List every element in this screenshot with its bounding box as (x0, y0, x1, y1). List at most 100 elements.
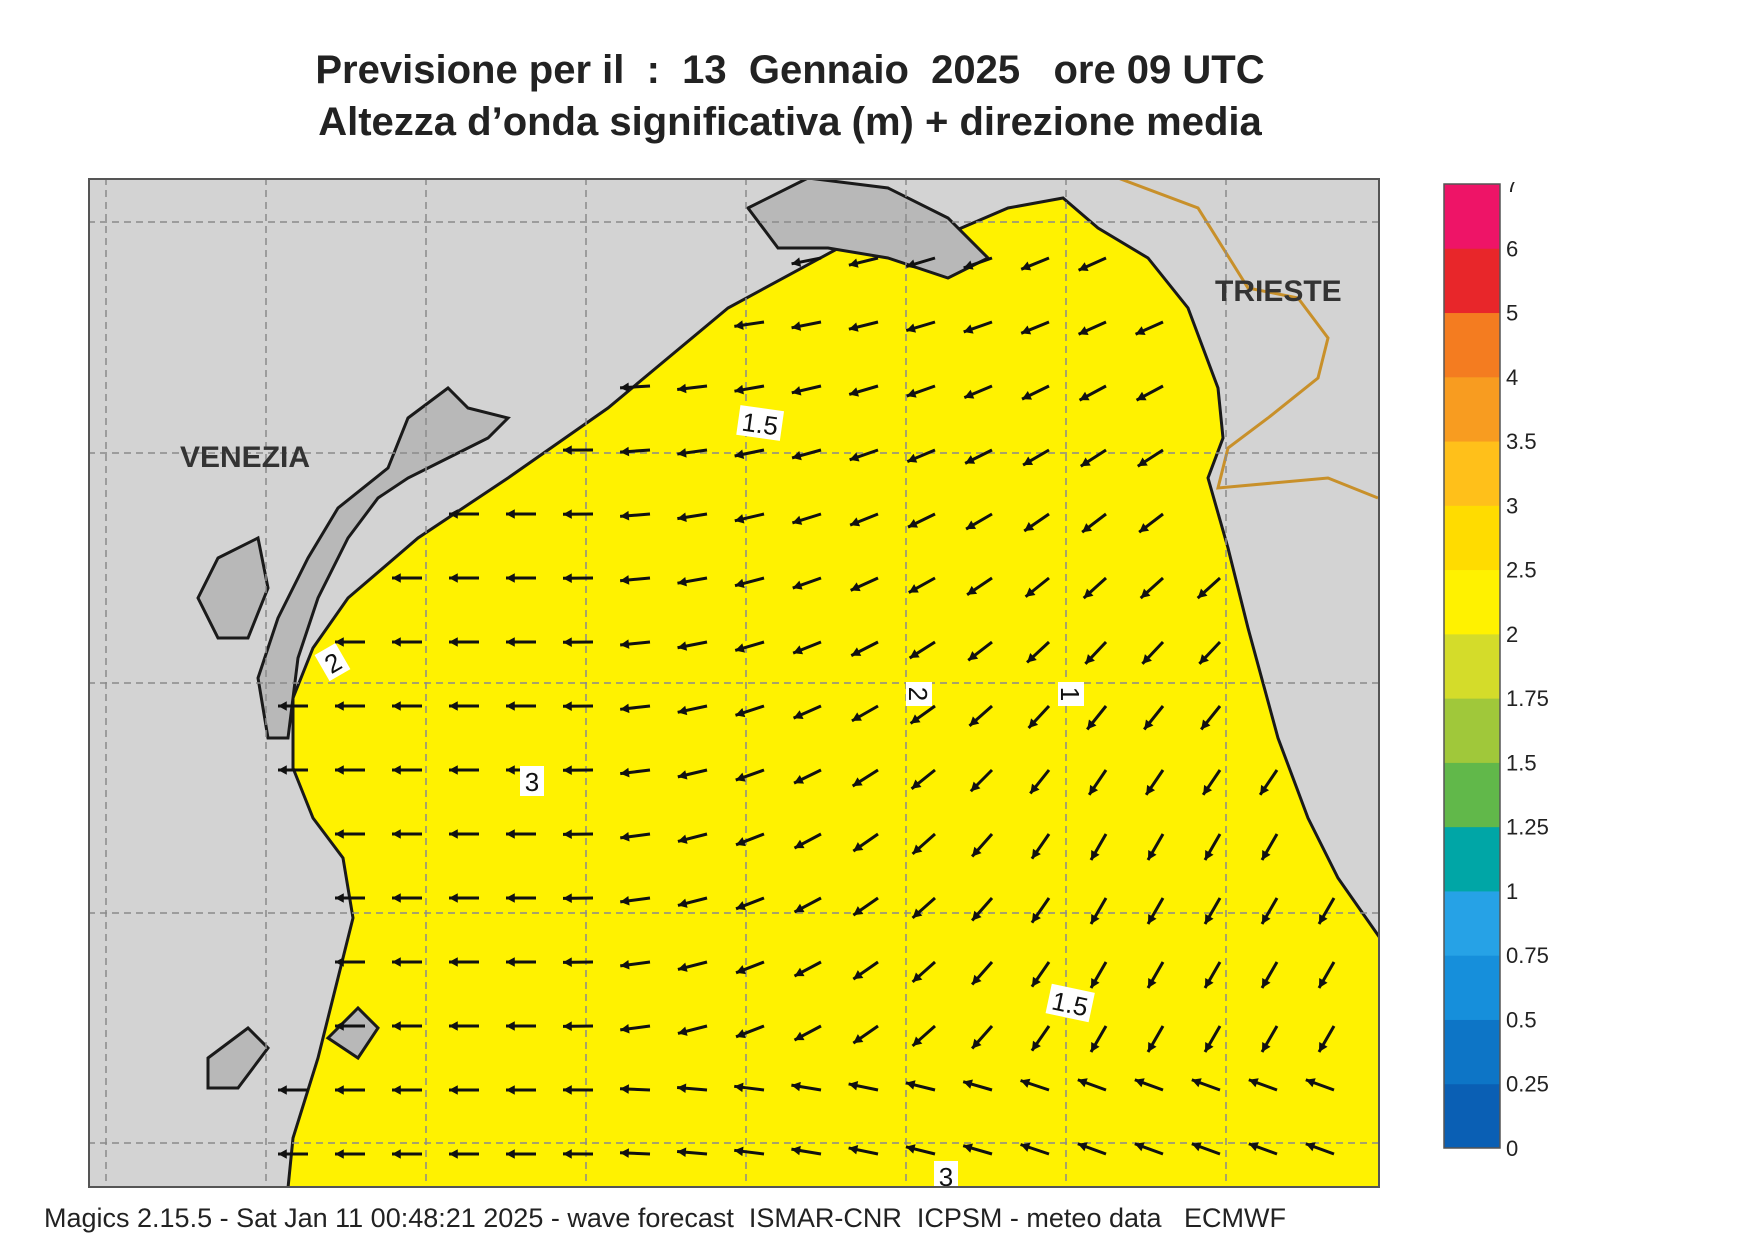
legend-swatch (1444, 890, 1500, 956)
direction-arrow-head (735, 643, 745, 653)
footer-credits: Magics 2.15.5 - Sat Jan 11 00:48:21 2025… (44, 1203, 1286, 1233)
direction-arrow-head (392, 893, 401, 903)
direction-arrow-head (1136, 391, 1147, 401)
legend-swatch (1444, 1019, 1500, 1085)
direction-arrow-head (620, 1148, 630, 1158)
direction-arrow-head (734, 449, 745, 459)
direction-arrow-head (335, 893, 344, 903)
direction-arrow-head (335, 1085, 344, 1095)
direction-arrow-head (1262, 977, 1271, 988)
direction-arrow-head (791, 386, 802, 396)
direction-arrow-head (853, 970, 864, 980)
direction-arrow-head (972, 974, 982, 985)
direction-arrow-head (909, 649, 920, 659)
direction-arrow-head (1305, 1142, 1316, 1152)
direction-arrow-head (677, 770, 688, 780)
direction-arrow-head (734, 1082, 744, 1093)
direction-arrow-head (677, 834, 688, 844)
legend-swatch (1444, 762, 1500, 828)
direction-arrow-head (912, 908, 923, 918)
direction-arrow-head (620, 1023, 630, 1034)
direction-arrow-head (1148, 1041, 1157, 1052)
direction-arrow-head (449, 765, 458, 775)
direction-arrow-head (1077, 1142, 1088, 1152)
legend-level-label: 7 (1506, 182, 1518, 197)
direction-arrow-head (972, 846, 982, 857)
direction-arrow-head (677, 962, 688, 972)
legend-level-label: 1.25 (1506, 815, 1549, 840)
legend-level-label: 2 (1506, 622, 1518, 647)
legend-level-label: 3 (1506, 493, 1518, 518)
direction-arrow-head (1248, 1142, 1259, 1152)
direction-arrow-head (905, 1080, 916, 1090)
direction-arrow-head (849, 452, 860, 462)
direction-arrow-head (905, 1144, 916, 1154)
legend-level-label: 1.75 (1506, 686, 1549, 711)
direction-arrow-head (563, 893, 572, 904)
svg-text:2: 2 (903, 687, 933, 701)
direction-arrow-head (972, 1038, 982, 1049)
direction-arrow-head (1319, 1041, 1328, 1052)
direction-arrow-head (736, 901, 746, 911)
svg-text:3: 3 (525, 767, 539, 797)
direction-arrow-head (677, 383, 687, 394)
direction-arrow-head (392, 701, 401, 711)
color-scale-legend: 0 0.25 0.5 0.75 1 1.25 1.5 1.75 2 2.5 3 3.5 4 5 6 7 (1443, 182, 1549, 1161)
wave-direction-arrows (278, 256, 1336, 1159)
direction-arrow-head (620, 510, 630, 521)
direction-arrow-head (966, 520, 977, 530)
direction-arrow-head (335, 1021, 344, 1031)
direction-arrow-head (449, 957, 458, 967)
legend-level-label: 5 (1506, 301, 1518, 326)
direction-arrow-head (736, 965, 746, 975)
direction-arrow-head (964, 389, 975, 399)
direction-arrow-head (967, 585, 978, 595)
direction-arrow-head (677, 576, 687, 587)
legend-level-label: 1.5 (1506, 750, 1537, 775)
direction-arrow-head (736, 1029, 746, 1039)
direction-arrow-head (506, 1085, 515, 1095)
direction-arrow-head (793, 645, 804, 655)
direction-arrow-head (734, 1146, 744, 1157)
direction-arrow-head (1022, 390, 1033, 400)
direction-arrow-head (392, 1149, 401, 1159)
direction-arrow-head (1191, 1078, 1202, 1088)
svg-text:3: 3 (939, 1162, 953, 1188)
direction-arrow-head (848, 1145, 859, 1155)
direction-arrow-head (449, 573, 458, 583)
map-frame (88, 178, 1380, 1188)
direction-arrow-head (794, 967, 805, 977)
direction-arrow-head (1260, 784, 1270, 795)
contour-label: 2 (314, 643, 351, 682)
direction-arrow-head (1262, 913, 1271, 924)
direction-arrow-head (506, 573, 515, 583)
direction-arrow-head (963, 260, 974, 270)
direction-arrow-head (908, 518, 919, 528)
direction-arrow-head (1020, 1142, 1031, 1152)
direction-arrow-head (1028, 718, 1039, 729)
direction-arrow-head (972, 910, 982, 921)
direction-arrow-head (620, 895, 630, 906)
contour-label: 3 (520, 766, 544, 797)
direction-arrow-head (1079, 391, 1090, 401)
direction-arrow-head (1023, 456, 1034, 466)
legend-level-label: 0.75 (1506, 943, 1549, 968)
direction-arrow-head (677, 512, 687, 523)
direction-arrow-head (1135, 326, 1146, 336)
direction-arrow-head (1030, 783, 1040, 794)
direction-arrow-head (506, 1021, 515, 1031)
direction-arrow-head (449, 893, 458, 903)
direction-arrow-head (848, 1081, 859, 1091)
direction-arrow-head (449, 1085, 458, 1095)
direction-arrow-head (1139, 523, 1150, 533)
direction-arrow-head (910, 714, 921, 724)
direction-arrow-head (563, 445, 572, 455)
direction-arrow-head (563, 509, 572, 519)
direction-arrow-head (392, 573, 401, 583)
direction-arrow-head (1091, 1041, 1100, 1052)
direction-arrow-head (620, 767, 630, 778)
direction-arrow-head (791, 1081, 801, 1092)
direction-arrow-head (1205, 849, 1214, 860)
direction-arrow-head (907, 453, 918, 463)
direction-arrow-head (278, 765, 287, 775)
